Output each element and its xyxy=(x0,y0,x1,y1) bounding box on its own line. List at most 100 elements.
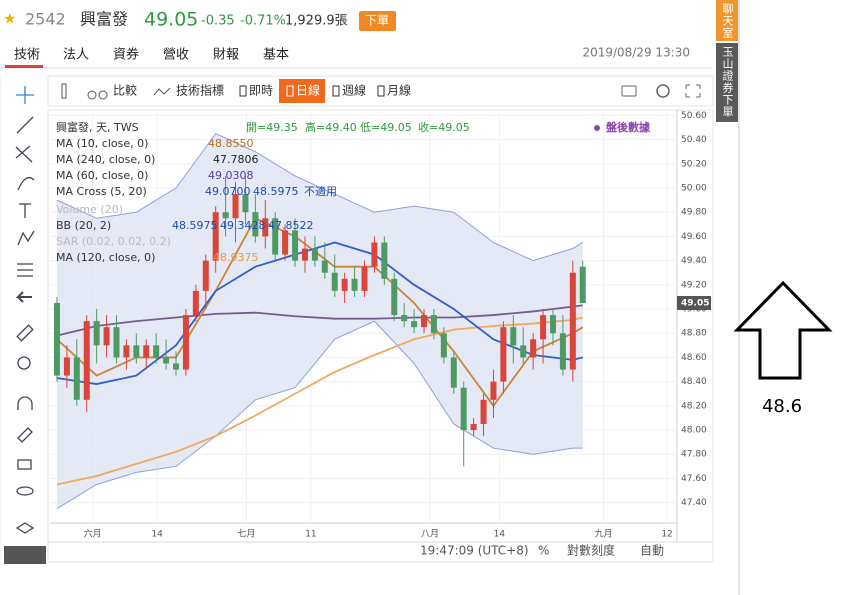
collapse-tools[interactable] xyxy=(4,546,46,564)
tabs: 技術 法人 資券 營收 財報 基本 xyxy=(0,47,712,69)
star[interactable]: ★ xyxy=(3,10,16,28)
candle-body xyxy=(569,272,576,370)
candle-body xyxy=(361,266,368,291)
candle-body xyxy=(282,230,289,255)
after-hours[interactable]: 盤後數據 xyxy=(605,120,651,134)
candle-icon[interactable] xyxy=(61,83,67,99)
tab[interactable]: 營收 xyxy=(163,48,189,63)
x-tick-label: 九月 xyxy=(595,529,613,540)
brush-tool[interactable] xyxy=(17,176,35,191)
change-pct: -0.71% xyxy=(240,14,286,29)
change: -0.35 xyxy=(201,14,235,29)
tab[interactable]: 基本 xyxy=(263,48,289,63)
candle-body xyxy=(73,357,80,400)
indicator-name[interactable]: Volume (20) xyxy=(56,203,123,216)
candle-body xyxy=(192,290,199,316)
compare-icon[interactable] xyxy=(87,90,97,100)
text-tool[interactable] xyxy=(19,203,31,218)
x-tick-label: 14 xyxy=(151,530,163,540)
indicator-name[interactable]: MA Cross (5, 20) xyxy=(56,185,147,198)
header: ★ 2542 興富發 49.05 -0.35 -0.71% 1,929.9張 下… xyxy=(3,9,396,31)
broker-tab[interactable] xyxy=(716,43,738,122)
order-button-label[interactable]: 下單 xyxy=(365,14,389,28)
candle-body xyxy=(182,315,189,370)
y-tick-label: 49.80 xyxy=(681,208,707,218)
indicators-button[interactable]: 技術指標 xyxy=(176,83,224,98)
back-tool[interactable] xyxy=(15,291,32,303)
zoom-tool[interactable] xyxy=(17,356,31,370)
intervals: 即時 日線 週線 月線 xyxy=(239,83,411,98)
ohlc-label: 低=49.05 xyxy=(360,121,412,134)
lock-tool[interactable] xyxy=(17,459,32,470)
vertical-tab-label[interactable]: 玉山證券下單 xyxy=(721,46,734,118)
candle-body xyxy=(113,327,120,358)
y-tick-label: 49.60 xyxy=(681,232,707,242)
indicator-name[interactable]: MA (10, close, 0) xyxy=(56,137,148,150)
layers-tool[interactable] xyxy=(15,522,35,534)
ruler-tool[interactable] xyxy=(16,324,34,342)
candle-body xyxy=(381,242,388,279)
candle-body xyxy=(480,399,487,424)
tab[interactable]: 技術 xyxy=(14,48,40,63)
fib-tool[interactable] xyxy=(15,145,33,163)
tab[interactable]: 財報 xyxy=(213,48,239,63)
y-tick-label: 48.80 xyxy=(681,329,707,339)
crosshair-tool[interactable] xyxy=(16,86,34,104)
tab[interactable]: 法人 xyxy=(63,48,89,63)
order-button[interactable] xyxy=(359,11,396,31)
indicator-value: 47.7806 xyxy=(213,153,259,166)
legend-title: 興富發, 天, TWS xyxy=(56,120,139,134)
indicator-value: 49.0308 xyxy=(208,169,254,182)
indicator-value: 48.9375 xyxy=(213,251,259,264)
candle-body xyxy=(143,345,150,358)
candle-body xyxy=(153,345,160,358)
compare-button[interactable]: 比較 xyxy=(113,83,137,98)
percent-toggle[interactable]: % xyxy=(538,544,549,558)
interval-button[interactable]: 週線 xyxy=(342,83,366,98)
auto-toggle[interactable]: 自動 xyxy=(640,544,664,558)
line-tool[interactable] xyxy=(16,116,34,134)
indicator-name[interactable]: BB (20, 2) xyxy=(56,219,111,232)
axes: 47.40 47.60 47.80 48.00 48.20 48.40 48.60 48.80… xyxy=(84,111,711,540)
candle-body xyxy=(202,260,209,291)
candle-body xyxy=(440,333,447,358)
interval-icon xyxy=(377,85,385,97)
vertical-tab-label[interactable]: 聊天室 xyxy=(721,2,734,39)
x-tick-label: 11 xyxy=(305,530,316,540)
candle-body xyxy=(430,315,437,334)
camera-icon[interactable] xyxy=(621,85,637,97)
interval-button[interactable]: 即時 xyxy=(249,84,273,98)
magnet-tool[interactable] xyxy=(17,396,33,410)
y-tick-label: 50.00 xyxy=(681,184,707,194)
interval-button[interactable]: 月線 xyxy=(387,83,411,98)
bollinger-lower xyxy=(56,320,583,510)
indicator-name[interactable]: MA (240, close, 0) xyxy=(56,153,155,166)
ma-line xyxy=(56,316,583,486)
fullscreen-icon[interactable] xyxy=(685,84,701,98)
indicator-name[interactable]: MA (120, close, 0) xyxy=(56,251,155,264)
tab[interactable]: 資券 xyxy=(113,47,139,63)
chat-tab[interactable] xyxy=(716,0,738,41)
lock-draw-tool[interactable] xyxy=(17,427,33,443)
settings-icon[interactable] xyxy=(656,84,670,98)
prediction-tool[interactable] xyxy=(17,263,33,277)
candle-body xyxy=(401,315,408,322)
indicator-name[interactable]: SAR (0.02, 0.02, 0.2) xyxy=(56,235,171,248)
active-tab-underline xyxy=(5,65,43,68)
y-tick-label: 49.40 xyxy=(681,256,707,266)
y-tick-label: 48.60 xyxy=(681,353,707,363)
ohlc-label: 高=49.40 xyxy=(305,120,357,134)
candle-body xyxy=(301,248,308,261)
interval-button[interactable]: 日線 xyxy=(296,83,320,98)
pattern-tool[interactable] xyxy=(17,230,35,246)
candle-body xyxy=(351,278,358,291)
candle-body xyxy=(341,278,348,291)
candle-body xyxy=(331,272,338,291)
eye-tool[interactable] xyxy=(16,486,34,496)
candle-body xyxy=(222,212,229,219)
indicator-value: 49.0700 xyxy=(205,185,251,198)
log-scale-toggle[interactable]: 對數刻度 xyxy=(567,543,615,558)
candle-body xyxy=(559,333,566,370)
indicator-name[interactable]: MA (60, close, 0) xyxy=(56,169,148,182)
candle-body xyxy=(212,212,219,261)
